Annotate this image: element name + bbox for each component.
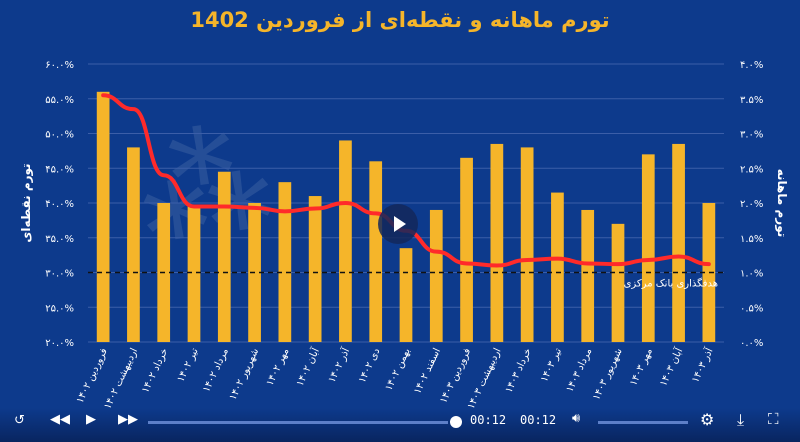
left-tick-label: ۴۰.۰%: [45, 199, 74, 210]
bar: [369, 161, 383, 342]
category-label: فروردین ۱۴۰۲: [75, 346, 110, 405]
bar: [187, 206, 201, 342]
bar: [399, 248, 413, 342]
volume-icon[interactable]: 🔊︎: [572, 411, 581, 426]
bar: [217, 171, 231, 342]
bar: [611, 223, 625, 342]
video-controls-bar: [0, 408, 800, 442]
left-axis-title: تورم نقطه‌ای: [19, 163, 34, 242]
left-tick-label: ۴۵.۰%: [45, 164, 74, 175]
category-label: فروردین ۱۴۰۳: [438, 346, 473, 405]
category-label: آبان ۱۴۰۲: [293, 345, 322, 388]
reference-line-label: هدفگذاری بانک مرکزی: [624, 278, 718, 290]
category-label: اردیبهشت ۱۴۰۳: [466, 347, 504, 408]
chart-title: تورم ماهانه و نقطه‌ای از فروردین 1402: [190, 8, 610, 32]
left-tick-label: ۳۵.۰%: [45, 234, 74, 245]
bar: [672, 143, 685, 342]
category-label: مرداد ۱۴۰۳: [565, 347, 595, 394]
category-label: دی ۱۴۰۲: [357, 347, 383, 385]
right-tick-label: ۲.۵%: [740, 164, 763, 175]
category-label: آذر ۱۴۰۲: [325, 345, 353, 385]
category-label: بهمن ۱۴۰۲: [384, 347, 413, 393]
category-label: آبان ۱۴۰۳: [656, 345, 685, 388]
category-label: خرداد ۱۴۰۲: [140, 347, 170, 395]
category-label: تیر ۱۴۰۳: [539, 346, 564, 383]
right-axis-title: تورم ماهانه: [774, 169, 789, 237]
category-label: اردیبهشت ۱۴۰۲: [102, 347, 140, 408]
category-label: شهریور ۱۴۰۳: [591, 347, 625, 402]
bar: [520, 147, 534, 342]
right-tick-label: ۳.۵%: [740, 95, 763, 106]
category-label: مهر ۱۴۰۲: [265, 347, 292, 388]
left-tick-label: ۵۰.۰%: [45, 130, 74, 141]
left-tick-label: ۵۵.۰%: [45, 95, 74, 106]
total-time: 00:12: [520, 413, 557, 427]
right-tick-label: ۰.۵%: [740, 303, 763, 314]
rewind-icon[interactable]: ◀◀: [50, 412, 70, 427]
volume-slider[interactable]: [598, 421, 688, 424]
center-play-button[interactable]: [378, 204, 418, 244]
category-label: مرداد ۱۴۰۲: [201, 347, 231, 394]
replay-icon[interactable]: ↺: [14, 413, 25, 428]
bar: [96, 91, 110, 342]
bar: [339, 140, 352, 342]
bar: [641, 154, 655, 342]
play-icon[interactable]: ▶: [86, 412, 96, 427]
left-tick-label: ۲۵.۰%: [45, 303, 74, 314]
fullscreen-icon[interactable]: ⛶: [768, 410, 779, 428]
right-tick-label: ۳.۰%: [740, 130, 763, 141]
bar: [429, 209, 443, 342]
bar: [308, 196, 322, 342]
bar: [581, 209, 595, 342]
right-tick-label: ۰.۰%: [740, 338, 763, 349]
category-label: خرداد ۱۴۰۳: [504, 347, 534, 395]
right-tick-label: ۲.۰%: [740, 199, 763, 210]
fast-forward-icon[interactable]: ▶▶: [118, 412, 138, 427]
download-icon[interactable]: ⤓: [737, 410, 745, 429]
bar: [702, 203, 716, 342]
bar: [278, 182, 292, 342]
right-tick-label: ۱.۰%: [740, 269, 763, 280]
left-tick-label: ۶۰.۰%: [45, 60, 74, 71]
category-label: اسفند ۱۴۰۲: [412, 347, 443, 396]
right-tick-label: ۱.۵%: [740, 234, 763, 245]
category-label: تیر ۱۴۰۲: [176, 346, 201, 383]
category-label: شهریور ۱۴۰۲: [228, 347, 262, 402]
settings-gear-icon[interactable]: ⚙: [700, 410, 715, 429]
right-tick-label: ۴.۰%: [740, 60, 763, 71]
left-tick-label: ۳۰.۰%: [45, 269, 74, 280]
progress-handle[interactable]: [450, 416, 462, 428]
left-tick-label: ۲۰.۰%: [45, 338, 74, 349]
progress-track[interactable]: [148, 421, 448, 424]
chart-plot: ۲۰.۰% ۲۵.۰% ۳۰.۰% ۳۵.۰% ۴۰.۰% ۴۵.۰% ۵۰.۰% ۵۵.۰%…: [19, 60, 789, 408]
current-time: 00:12: [470, 413, 507, 427]
bar: [551, 192, 564, 342]
category-label: مهر ۱۴۰۳: [628, 347, 655, 388]
bar: [490, 143, 504, 342]
bar: [127, 147, 140, 342]
category-label: آذر ۱۴۰۳: [688, 345, 716, 385]
bar: [460, 157, 473, 342]
